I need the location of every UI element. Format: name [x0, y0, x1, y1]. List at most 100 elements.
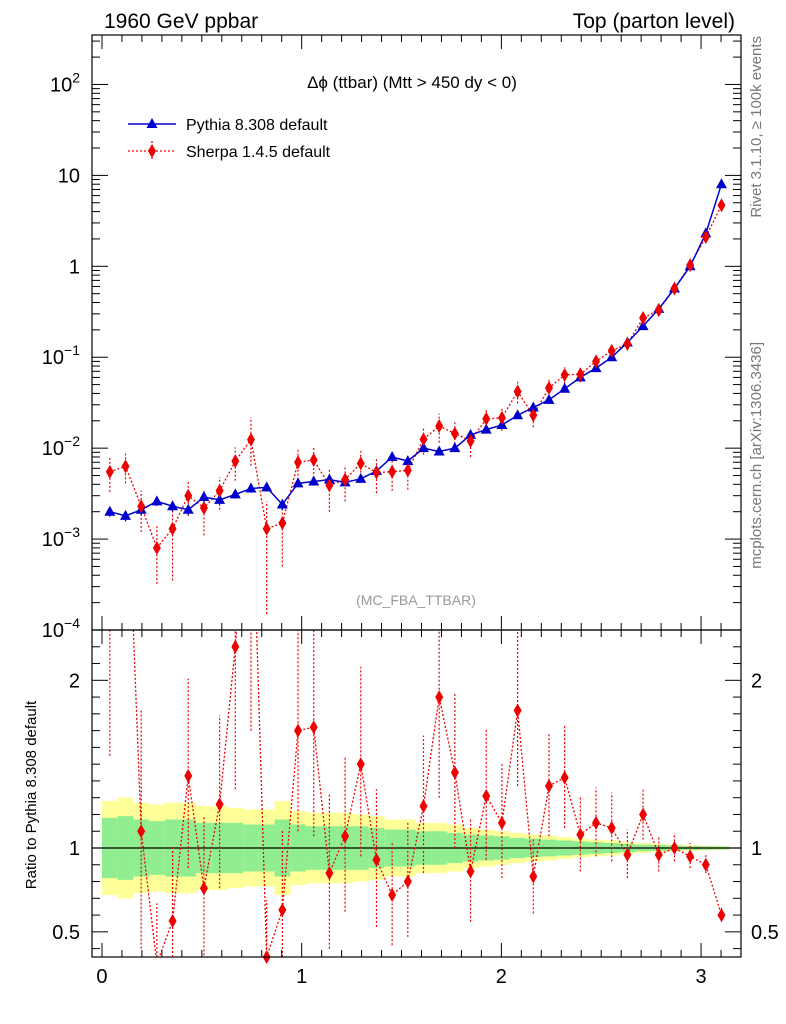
ratio-y-tick-label-right: 2: [751, 670, 762, 692]
pythia-point: [465, 428, 477, 439]
pythia-point: [559, 382, 571, 393]
y-tick-label: 10−2: [42, 433, 80, 460]
x-tick-label: 0: [96, 966, 107, 988]
main-panel-data: [104, 178, 727, 614]
legend: Pythia 8.308 default Sherpa 1.4.5 defaul…: [128, 117, 331, 161]
sherpa-point: [309, 453, 318, 468]
pythia-series-line: [109, 183, 723, 517]
y-tick-label: 10−3: [42, 524, 80, 551]
ratio-point: [231, 639, 240, 654]
sherpa-point: [623, 336, 632, 351]
header-right: Top (parton level): [573, 10, 735, 33]
ratio-point: [137, 824, 146, 839]
ratio-point: [639, 807, 648, 822]
pythia-point: [261, 481, 273, 492]
ratio-point: [215, 797, 224, 812]
ratio-point: [607, 820, 616, 835]
ratio-point: [294, 723, 303, 738]
ratio-point: [356, 757, 365, 772]
x-tick-label: 1: [296, 966, 307, 988]
watermark: (MC_FBA_TTBAR): [356, 592, 476, 608]
main-title: Δϕ (ttbar) (Mtt > 450 dy < 0): [307, 73, 517, 92]
sherpa-point: [639, 311, 648, 326]
sherpa-point: [121, 459, 130, 474]
legend-sherpa-marker: [148, 144, 156, 158]
pythia-point: [715, 178, 727, 189]
ratio-point: [435, 690, 444, 705]
sherpa-point: [168, 521, 177, 536]
ratio-point: [325, 866, 334, 881]
pythia-point: [104, 505, 116, 516]
ratio-point: [466, 864, 475, 879]
ratio-point: [529, 869, 538, 884]
ratio-point: [717, 908, 726, 923]
pythia-point: [637, 320, 649, 331]
sherpa-point: [466, 433, 475, 448]
y-tick-label: 102: [50, 69, 80, 96]
sherpa-point: [529, 408, 538, 423]
pythia-point: [449, 442, 461, 453]
sherpa-point: [356, 456, 365, 471]
pythia-point: [276, 498, 288, 509]
ratio-point: [341, 829, 350, 844]
sherpa-point: [576, 367, 585, 382]
y-tick-label: 10−1: [42, 342, 80, 369]
x-tick-label: 3: [695, 966, 706, 988]
ratio-point: [701, 857, 710, 872]
ratio-point: [670, 841, 679, 855]
pythia-point: [214, 493, 226, 504]
sherpa-point: [215, 483, 224, 498]
sherpa-point: [592, 354, 601, 369]
sherpa-point: [670, 281, 679, 296]
axes: 0 1 2 3 102 10 1 10−1 10−2 10−3 10−4 0.5 0.5 1 1 2 2: [42, 35, 779, 988]
sherpa-point: [246, 432, 255, 447]
ratio-point: [482, 789, 491, 804]
ratio-point: [513, 703, 522, 718]
ratio-point: [419, 799, 428, 814]
ratio-point: [278, 903, 287, 918]
sherpa-point: [435, 419, 444, 434]
ratio-point: [199, 881, 208, 896]
legend-pythia-label: Pythia 8.308 default: [186, 117, 328, 134]
ratio-y-tick-label-right: 0.5: [751, 922, 779, 944]
ratio-point: [654, 847, 663, 862]
pythia-point: [167, 500, 179, 511]
ratio-point: [309, 720, 318, 735]
sherpa-point: [497, 410, 506, 425]
sherpa-point: [513, 384, 522, 399]
pythia-point: [308, 475, 320, 486]
sherpa-point: [654, 303, 663, 318]
ratio-frame: [91, 629, 742, 958]
sherpa-point: [341, 472, 350, 487]
pythia-point: [292, 477, 304, 488]
ratio-point: [686, 849, 695, 864]
sherpa-point: [137, 499, 146, 514]
pythia-point: [543, 393, 555, 404]
sherpa-point: [450, 426, 459, 441]
pythia-point: [182, 503, 194, 514]
ratio-y-axis-label: Ratio to Pythia 8.308 default: [23, 700, 40, 889]
ratio-series-line: [132, 630, 723, 957]
sherpa-point: [544, 380, 553, 395]
sherpa-point: [419, 432, 428, 447]
sherpa-point: [278, 516, 287, 531]
pythia-point: [120, 509, 132, 520]
ratio-panel-data: [109, 630, 726, 964]
ratio-point: [184, 768, 193, 783]
ratio-point: [560, 770, 569, 785]
rivet-side-label: Rivet 3.1.10, ≥ 100k events: [748, 36, 765, 218]
pythia-point: [198, 491, 210, 502]
pythia-point: [402, 455, 414, 466]
ratio-point: [592, 815, 601, 830]
pythia-point: [229, 488, 241, 499]
sherpa-point: [325, 478, 334, 493]
mcplots-side-label: mcplots.cern.ch [arXiv:1306.3436]: [748, 342, 765, 569]
pythia-point: [433, 445, 445, 456]
pythia-point: [151, 495, 163, 506]
x-tick-label: 2: [496, 966, 507, 988]
sherpa-point: [388, 464, 397, 479]
pythia-point: [480, 423, 492, 434]
pythia-point: [418, 442, 430, 453]
header-left: 1960 GeV ppbar: [104, 10, 258, 33]
